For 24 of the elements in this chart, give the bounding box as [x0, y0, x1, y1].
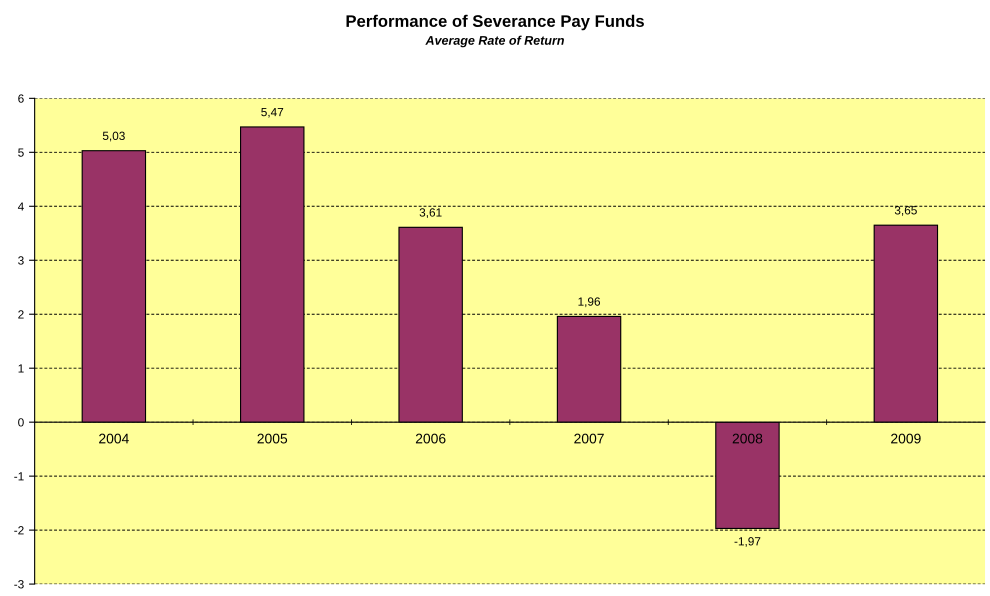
data-label: 5,03 — [102, 132, 125, 142]
y-tick-label: 1 — [18, 364, 24, 372]
chart-title: Performance of Severance Pay Funds — [346, 14, 644, 30]
y-tick-label: -3 — [14, 580, 24, 588]
data-label: -1,97 — [734, 537, 760, 547]
x-tick-label: 2005 — [258, 434, 288, 444]
y-tick-label: 0 — [18, 418, 24, 427]
x-tick-label: 2006 — [416, 434, 446, 444]
chart-subtitle: Average Rate of Return — [425, 36, 564, 48]
data-label: 1,96 — [578, 297, 600, 308]
data-label: 3,65 — [894, 206, 917, 216]
x-tick-label: 2004 — [99, 434, 129, 444]
y-tick-label: -2 — [14, 526, 24, 534]
data-label: 5,47 — [261, 108, 284, 118]
y-tick-label: 5 — [18, 148, 24, 157]
x-tick-label: 2008 — [732, 434, 762, 444]
y-tick-label: 6 — [18, 94, 24, 103]
x-tick-label: 2007 — [574, 434, 604, 444]
data-label: 3,61 — [420, 208, 442, 218]
y-tick-label: -1 — [14, 472, 24, 480]
y-tick-label: 2 — [18, 310, 24, 318]
x-tick-label: 2009 — [891, 434, 921, 444]
y-tick-label: 3 — [18, 256, 24, 265]
y-tick-label: 4 — [18, 202, 24, 211]
